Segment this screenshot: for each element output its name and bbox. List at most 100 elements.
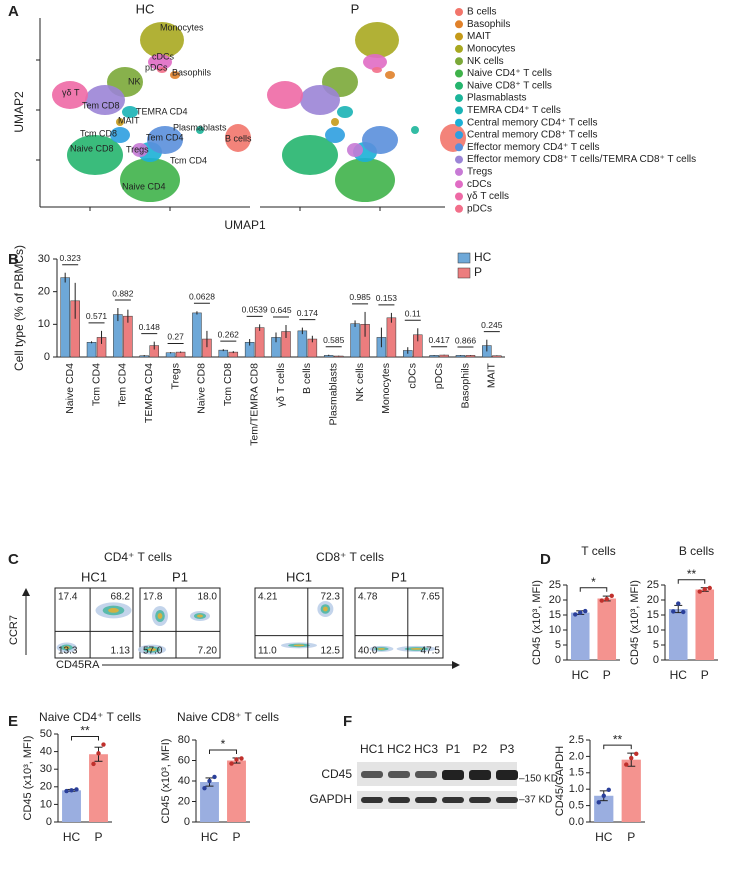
y-tick-label: 10 — [38, 318, 50, 330]
legend-swatch — [455, 180, 463, 189]
legend-label: B cells — [467, 7, 496, 18]
umap-cluster — [300, 85, 340, 115]
umap-cluster — [411, 126, 419, 134]
x-tick-label: HC — [63, 830, 81, 844]
legend-label: Effector memory CD8⁺ T cells/TEMRA CD8⁺ … — [467, 154, 696, 165]
arrow-head — [22, 588, 30, 596]
data-point — [681, 609, 686, 615]
x-tick-label: P — [701, 668, 709, 682]
y-axis-label: UMAP2 — [12, 91, 26, 133]
y-axis-label: CD45 (x10³, MFI) — [531, 580, 543, 665]
legend-label: TEMRA CD4⁺ T cells — [467, 105, 561, 116]
legend-swatch — [457, 267, 471, 279]
y-tick-label: 0 — [555, 654, 561, 666]
lane-label: P1 — [446, 742, 461, 756]
p-value: 0.148 — [139, 322, 161, 332]
blot-band — [469, 797, 491, 803]
umap-cluster — [85, 85, 125, 115]
y-axis-label: CCR7 — [8, 615, 20, 645]
umap-cluster — [157, 67, 167, 73]
x-tick-label: Naive CD4 — [64, 363, 76, 414]
data-point — [609, 593, 614, 598]
density — [197, 614, 203, 618]
row-label: GAPDH — [309, 792, 352, 806]
quadrant-value: 47.5 — [421, 646, 441, 657]
x-tick-label: TEMRA CD4 — [143, 363, 155, 423]
legend-swatch — [455, 94, 463, 103]
x-tick-label: HC — [670, 668, 688, 682]
legend-label: Effector memory CD4⁺ T cells — [467, 142, 600, 153]
data-point — [101, 742, 106, 747]
significance-bracket — [603, 744, 632, 750]
bar — [192, 312, 202, 358]
x-tick-label: Basophils — [459, 363, 471, 409]
lane-label: P2 — [473, 742, 488, 756]
bar — [597, 598, 617, 660]
legend-swatch — [455, 44, 463, 53]
quadrant-value: 13.3 — [58, 646, 78, 657]
quadrant-value: 12.5 — [321, 646, 341, 657]
p-value: 0.323 — [60, 253, 82, 263]
data-point — [599, 598, 604, 603]
legend-label: Monocytes — [467, 44, 515, 55]
significance-bracket — [677, 579, 706, 584]
lane-label: HC2 — [387, 742, 411, 756]
bar — [175, 351, 186, 358]
blot-band — [388, 771, 410, 778]
cluster-label: Naive CD4 — [122, 181, 166, 191]
umap-cluster — [120, 158, 180, 202]
significance-bracket — [71, 736, 99, 741]
data-point — [64, 788, 69, 794]
panel-letter: C — [8, 551, 19, 568]
significance: * — [591, 575, 596, 589]
row-label: CD45 — [321, 767, 352, 781]
umap-cluster — [337, 106, 353, 118]
x-tick-label: Plasmablasts — [327, 363, 339, 425]
data-point — [207, 778, 212, 784]
legend-label: cDCs — [467, 179, 491, 190]
lane-label: HC1 — [360, 742, 384, 756]
plot-title: HC1 — [81, 569, 107, 584]
legend-swatch — [455, 69, 463, 78]
bar — [621, 759, 641, 822]
panel-letter: E — [8, 713, 18, 730]
data-point — [202, 785, 207, 791]
size-marker: –37 KD — [519, 795, 552, 806]
density — [147, 648, 157, 652]
umap-cluster — [335, 158, 395, 202]
umap-cluster — [225, 124, 251, 152]
data-point — [702, 587, 707, 592]
legend-swatch — [455, 131, 463, 139]
data-point — [578, 610, 583, 615]
umap-cluster — [52, 81, 88, 109]
p-value: 0.585 — [323, 335, 345, 345]
bar — [695, 589, 715, 660]
blot-band — [361, 797, 383, 803]
umap-cluster — [267, 81, 303, 109]
group-title: CD4⁺ T cells — [104, 550, 172, 564]
panel-letter: A — [8, 3, 19, 20]
umap-cluster — [362, 126, 398, 154]
umap-cluster — [196, 126, 204, 134]
group-title: CD8⁺ T cells — [316, 550, 384, 564]
y-tick-label: 5 — [555, 639, 561, 651]
p-value: 0.0628 — [189, 292, 215, 302]
legend-swatch — [455, 81, 463, 90]
legend-label: HC — [474, 250, 492, 264]
quadrant-value: 4.21 — [258, 592, 278, 603]
cluster-label: Tcm CD8 — [80, 128, 117, 138]
quadrant-value: 57.0 — [143, 646, 163, 657]
cluster-label: MAIT — [118, 115, 140, 125]
umap-cluster — [110, 127, 130, 143]
y-tick-label: 80 — [178, 734, 190, 746]
umap-cluster — [282, 135, 338, 175]
arrow-head — [452, 661, 460, 669]
y-tick-label: 20 — [40, 781, 52, 793]
legend-swatch — [455, 204, 463, 213]
cluster-label: Monocytes — [160, 22, 204, 32]
bar — [668, 609, 688, 660]
p-value: 0.153 — [376, 293, 398, 303]
cluster-label: TEMRA CD4 — [136, 106, 188, 116]
bar — [386, 317, 397, 358]
cluster-label: cDCs — [152, 51, 174, 61]
